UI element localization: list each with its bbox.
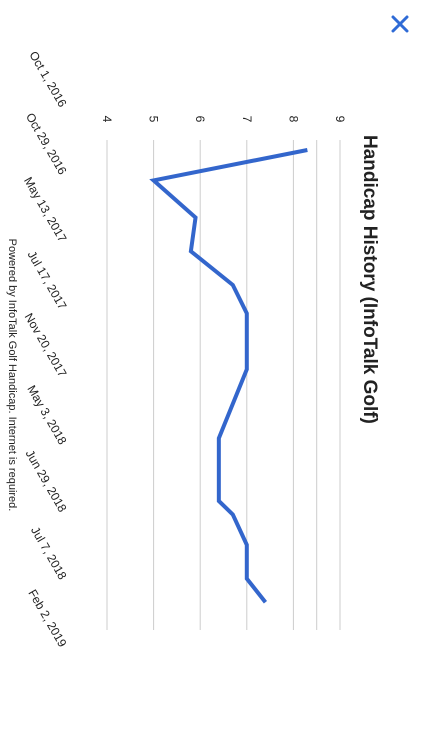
y-tick-label: 5 [147, 116, 161, 123]
x-tick-label: Jul 17, 2017 [25, 248, 70, 312]
y-tick-label: 4 [100, 116, 114, 123]
x-tick-label: Jun 29, 2018 [23, 447, 70, 514]
chart-title: Handicap History (InfoTalk Golf) [359, 135, 380, 424]
x-tick-label: May 13, 2017 [21, 175, 70, 245]
x-tick-label: Oct 29, 2016 [23, 110, 70, 177]
y-tick-label: 7 [240, 116, 254, 123]
series-line [149, 148, 308, 604]
x-tick-label: Oct 1, 2016 [26, 49, 69, 110]
x-tick-label: Nov 20, 2017 [22, 311, 70, 380]
y-tick-label: 9 [333, 116, 347, 123]
close-icon [391, 15, 409, 33]
x-tick-label: Feb 2, 2019 [25, 587, 69, 650]
y-tick-label: 6 [193, 116, 207, 123]
y-tick-label: 8 [286, 116, 300, 123]
powered-by-text: Powered by InfoTalk Golf Handicap. Inter… [6, 238, 18, 512]
x-tick-label: Jul 7, 2018 [28, 524, 70, 582]
x-tick-label: May 3, 2018 [24, 383, 69, 447]
close-button[interactable] [382, 6, 418, 42]
